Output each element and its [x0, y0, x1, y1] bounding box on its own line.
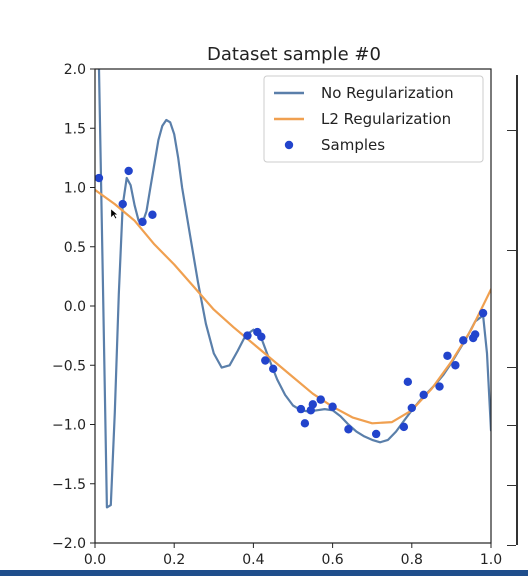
legend: No Regularization L2 Regularization Sample…	[263, 75, 484, 163]
y-tick-label: −0.5	[52, 358, 86, 374]
plot-clip-group	[95, 69, 491, 509]
sample-point	[470, 330, 480, 339]
sample-point	[269, 364, 278, 374]
sample-point	[308, 400, 317, 409]
y-tick-label: −1.0	[52, 418, 86, 434]
y-tick-label: 1.0	[64, 181, 86, 197]
neighbor-panel-tick	[507, 425, 516, 426]
neighbor-panel-tick	[507, 250, 516, 251]
legend-swatch-samples	[284, 140, 294, 150]
sample-point	[243, 331, 252, 340]
legend-label: Samples	[321, 136, 385, 154]
sample-point	[95, 173, 104, 183]
x-tick-label: 0.8	[401, 552, 423, 568]
neighbor-panel-tick	[507, 130, 516, 131]
sample-point	[257, 332, 266, 342]
sample-point	[344, 425, 353, 434]
sample-point	[138, 217, 147, 227]
sample-point	[403, 377, 413, 387]
sample-point	[316, 395, 325, 404]
legend-box	[263, 75, 484, 163]
x-tick-label: 0.6	[321, 552, 343, 568]
sample-point	[300, 419, 310, 428]
x-tick-label: 0.4	[242, 552, 264, 568]
neighbor-panel-tick	[507, 367, 516, 368]
sample-point	[118, 199, 127, 209]
neighbor-panel-tick	[507, 485, 516, 486]
sample-point	[478, 308, 488, 318]
y-tick-label: 0.0	[64, 299, 86, 315]
sample-point	[399, 422, 409, 432]
sample-point	[443, 351, 452, 360]
sample-point	[124, 166, 133, 176]
mouse-cursor-icon	[110, 208, 119, 220]
y-tick-label: 0.5	[64, 240, 86, 256]
sample-point	[459, 336, 468, 345]
sample-point	[451, 361, 460, 370]
y-tick-label: −1.5	[52, 477, 86, 493]
sample-point	[296, 404, 306, 414]
y-tick-label: −2.0	[52, 536, 86, 552]
x-tick-label: 1.0	[480, 552, 502, 568]
axes: 0.0 0.2 0.4 0.6 0.8 1.0 2.0 1.5 1.0 0.5 0.0 −0.5 −1.…	[52, 62, 502, 568]
x-tick-label: 0.0	[84, 552, 106, 568]
x-tick-label: 0.2	[163, 552, 185, 568]
sample-point	[148, 210, 157, 219]
window-bottom-bar	[0, 570, 528, 576]
y-tick-label: 2.0	[64, 62, 86, 78]
chart-title: Dataset sample #0	[207, 44, 381, 65]
legend-label: No Regularization	[321, 84, 454, 102]
sample-point	[419, 390, 428, 400]
y-tick-label: 1.5	[64, 121, 86, 137]
sample-point	[407, 403, 416, 413]
l2-regularization-line	[95, 188, 491, 425]
sample-point	[371, 429, 381, 439]
sample-point	[435, 382, 444, 391]
sample-point	[261, 356, 270, 365]
sample-point	[328, 402, 337, 411]
neighbor-panel-axis	[516, 75, 518, 545]
legend-label: L2 Regularization	[321, 110, 451, 128]
plot-area	[95, 69, 491, 509]
neighbor-panel-tick	[507, 545, 516, 546]
